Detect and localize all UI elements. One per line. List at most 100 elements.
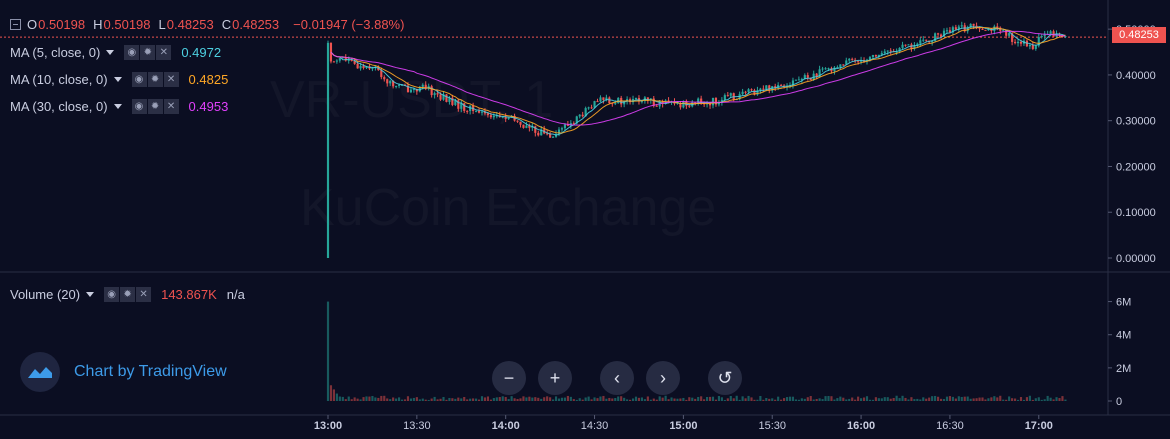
volume-bar — [827, 396, 830, 401]
eye-icon[interactable]: ◉ — [131, 99, 147, 114]
candle-body — [335, 60, 338, 62]
zoom-out-button[interactable]: − — [492, 361, 526, 395]
volume-bar — [667, 399, 670, 401]
zoom-in-button[interactable]: + — [538, 361, 572, 395]
close-icon[interactable]: ✕ — [136, 287, 152, 302]
candle-body — [383, 77, 386, 80]
volume-bar — [457, 397, 460, 401]
gear-icon[interactable]: ✹ — [147, 99, 163, 114]
current-price-tag: 0.48253 — [1112, 27, 1166, 43]
volume-bar — [978, 397, 981, 401]
volume-bar — [543, 397, 546, 401]
candle-body — [332, 61, 336, 63]
volume-bar — [895, 395, 898, 401]
candle-body — [886, 50, 889, 52]
candle-body — [809, 77, 812, 80]
candle-body — [717, 103, 721, 105]
volume-bar — [516, 399, 519, 401]
candle-body — [519, 121, 522, 125]
candle-body — [913, 45, 916, 49]
volume-bar — [335, 393, 338, 401]
indicator-ma30: MA (30, close, 0) ◉ ✹ ✕ 0.4953 — [10, 99, 228, 114]
volume-bar — [1013, 398, 1017, 401]
eye-icon[interactable]: ◉ — [131, 72, 147, 87]
candle-body — [1040, 36, 1043, 38]
volume-bar — [904, 397, 907, 401]
candle-body — [430, 86, 433, 96]
volume-bar — [1055, 397, 1058, 401]
candle-body — [688, 105, 691, 107]
candle-body — [623, 101, 626, 105]
volume-bar — [913, 399, 916, 401]
volume-bar — [862, 397, 866, 401]
candle-body — [700, 98, 703, 104]
volume-bar — [350, 399, 353, 401]
high-label: H — [93, 17, 103, 32]
volume-bar — [788, 396, 792, 401]
gear-icon[interactable]: ✹ — [120, 287, 136, 302]
close-icon[interactable]: ✕ — [163, 72, 179, 87]
eye-icon[interactable]: ◉ — [104, 287, 120, 302]
time-tick-label: 15:00 — [669, 420, 697, 432]
volume-bar — [753, 399, 756, 401]
candle-body — [824, 68, 827, 70]
volume-bar — [726, 398, 729, 401]
candle-body — [960, 25, 963, 27]
chevron-down-icon[interactable] — [113, 77, 122, 82]
candle-body — [406, 85, 410, 93]
volume-bar — [1049, 397, 1052, 401]
reset-chart-button[interactable]: ↺ — [708, 361, 742, 395]
candle-body — [871, 54, 875, 58]
volume-bar — [466, 399, 469, 401]
volume-bar — [848, 398, 851, 401]
volume-bar — [999, 395, 1002, 401]
chevron-down-icon[interactable] — [113, 104, 122, 109]
volume-bar — [649, 399, 652, 401]
open-value: 0.50198 — [38, 17, 86, 32]
candle-body — [400, 84, 404, 86]
volume-bar — [682, 397, 685, 401]
candle-body — [818, 69, 821, 78]
collapse-legend-icon[interactable] — [10, 19, 21, 30]
close-icon[interactable]: ✕ — [156, 45, 172, 60]
close-icon[interactable]: ✕ — [163, 99, 179, 114]
candle-body — [922, 39, 925, 41]
price-tick-label: 0.10000 — [1116, 207, 1156, 219]
volume-value: 143.867K — [161, 287, 217, 302]
gear-icon[interactable]: ✹ — [147, 72, 163, 87]
volume-bar — [489, 399, 492, 401]
candle-body — [883, 51, 886, 54]
volume-bar — [572, 399, 575, 401]
eye-icon[interactable]: ◉ — [124, 45, 140, 60]
volume-bar — [803, 398, 806, 401]
tradingview-branding[interactable]: Chart by TradingView — [20, 352, 227, 392]
candle-body — [486, 113, 490, 116]
scroll-right-button[interactable]: › — [646, 361, 680, 395]
volume-bar — [676, 398, 679, 401]
volume-bar — [936, 396, 940, 401]
candle-body — [889, 50, 892, 52]
gear-icon[interactable]: ✹ — [140, 45, 156, 60]
candle-body — [765, 85, 768, 90]
candle-body — [525, 125, 528, 128]
volume-bar — [418, 399, 421, 401]
volume-bar — [741, 396, 744, 401]
volume-bar — [661, 397, 664, 401]
volume-bar — [806, 397, 809, 401]
volume-bar — [966, 396, 969, 401]
price-tick-label: 0.40000 — [1116, 70, 1156, 82]
chevron-down-icon[interactable] — [86, 292, 95, 297]
volume-bar — [569, 396, 572, 401]
chevron-down-icon[interactable] — [106, 50, 115, 55]
volume-bar — [857, 396, 860, 401]
candle-body — [797, 79, 800, 81]
candle-body — [386, 79, 389, 84]
scroll-left-button[interactable]: ‹ — [600, 361, 634, 395]
volume-bar — [836, 398, 839, 401]
volume-bar — [785, 397, 789, 401]
volume-bar — [972, 398, 975, 401]
candle-body — [424, 84, 427, 89]
indicator-ma5: MA (5, close, 0) ◉ ✹ ✕ 0.4972 — [10, 45, 221, 60]
candle-body — [679, 102, 682, 108]
ma10-line — [330, 26, 1066, 134]
